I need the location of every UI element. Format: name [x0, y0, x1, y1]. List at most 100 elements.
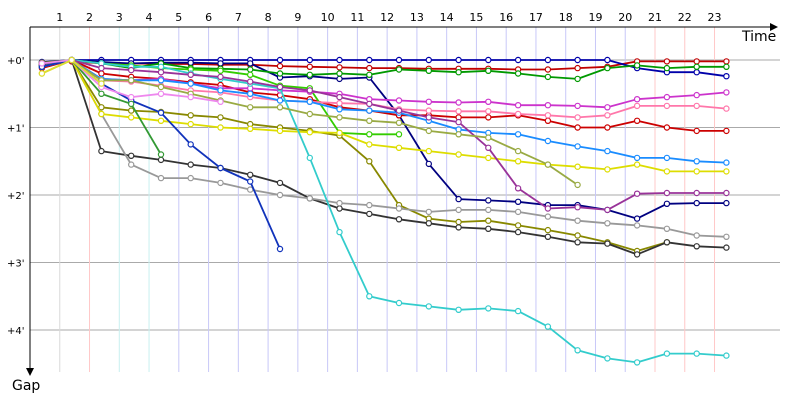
data-point	[246, 78, 254, 85]
data-point	[276, 83, 284, 91]
data-point	[514, 307, 522, 315]
data-point	[723, 189, 730, 197]
data-point	[455, 56, 462, 64]
data-point	[574, 143, 581, 150]
data-point	[276, 62, 284, 70]
data-point	[366, 100, 373, 108]
data-point	[693, 158, 700, 165]
data-point	[276, 245, 284, 253]
y-axis-label: Gap	[12, 378, 40, 394]
axes	[26, 23, 778, 376]
x-tick-label: 4	[146, 11, 153, 24]
data-point	[187, 120, 194, 128]
data-point	[544, 205, 552, 212]
data-point	[187, 59, 194, 66]
data-point	[693, 189, 700, 197]
data-point	[157, 63, 165, 71]
data-point	[574, 75, 581, 83]
data-point	[157, 83, 165, 91]
data-point	[306, 71, 313, 79]
x-tick-label: 2	[86, 11, 93, 24]
data-point	[276, 179, 284, 187]
x-tick-label: 1	[56, 11, 63, 24]
data-point	[514, 198, 522, 205]
data-point	[574, 124, 581, 131]
data-point	[604, 240, 611, 247]
data-point	[217, 164, 224, 172]
series-line	[41, 59, 727, 256]
data-point	[366, 141, 373, 148]
data-point	[306, 56, 313, 64]
data-point	[604, 56, 611, 64]
data-point	[663, 189, 671, 197]
data-point	[246, 71, 254, 79]
data-point	[663, 200, 671, 207]
data-point	[366, 107, 373, 114]
data-point	[723, 233, 730, 240]
data-point	[366, 64, 373, 72]
data-point	[455, 206, 462, 214]
series-lines	[38, 56, 730, 366]
data-point	[217, 98, 224, 106]
data-point	[127, 93, 135, 101]
data-point	[336, 75, 343, 83]
data-point	[455, 131, 462, 138]
data-point	[485, 144, 492, 151]
x-tick-label: 22	[678, 11, 692, 24]
data-point	[127, 161, 135, 168]
series	[38, 56, 730, 366]
data-point	[633, 102, 641, 110]
series-line	[41, 59, 727, 109]
data-point	[425, 56, 432, 64]
data-point	[217, 67, 224, 75]
data-point	[395, 144, 403, 151]
x-tick-label: 13	[410, 11, 424, 24]
x-tick-label: 5	[175, 11, 182, 24]
data-point	[336, 93, 343, 101]
data-point	[246, 90, 254, 98]
data-point	[395, 56, 403, 64]
data-point	[187, 161, 194, 168]
data-point	[98, 64, 105, 72]
data-point	[157, 156, 165, 164]
data-point	[514, 228, 522, 236]
data-point	[604, 112, 611, 119]
data-point	[98, 110, 105, 118]
y-tick-label: +2'	[7, 191, 25, 202]
series-line	[41, 59, 727, 211]
data-point	[366, 56, 373, 64]
data-point	[485, 114, 492, 121]
data-point	[276, 56, 284, 64]
data-point	[336, 56, 343, 64]
data-point	[246, 66, 254, 73]
data-point	[336, 106, 343, 113]
series-line	[41, 59, 668, 252]
data-point	[395, 205, 403, 212]
data-point	[663, 102, 671, 110]
data-point	[633, 161, 641, 168]
data-point	[544, 233, 552, 240]
data-point	[187, 112, 194, 119]
x-tick-label: 10	[321, 11, 335, 24]
data-point	[187, 71, 194, 79]
data-point	[425, 127, 432, 135]
data-point	[395, 66, 403, 73]
data-point	[38, 60, 46, 67]
data-point	[544, 66, 552, 73]
data-point	[485, 217, 492, 224]
data-point	[455, 195, 462, 203]
data-point	[633, 215, 641, 222]
data-point	[574, 239, 581, 246]
data-point	[187, 93, 194, 101]
x-tick-label: 8	[265, 11, 272, 24]
data-point	[723, 168, 730, 175]
x-tick-label: 3	[116, 11, 123, 24]
data-point	[306, 98, 313, 106]
data-point	[246, 104, 254, 111]
x-tick-label: 14	[440, 11, 454, 24]
data-point	[574, 102, 581, 110]
data-point	[604, 206, 611, 214]
data-point	[455, 151, 462, 158]
series-line	[41, 59, 727, 220]
